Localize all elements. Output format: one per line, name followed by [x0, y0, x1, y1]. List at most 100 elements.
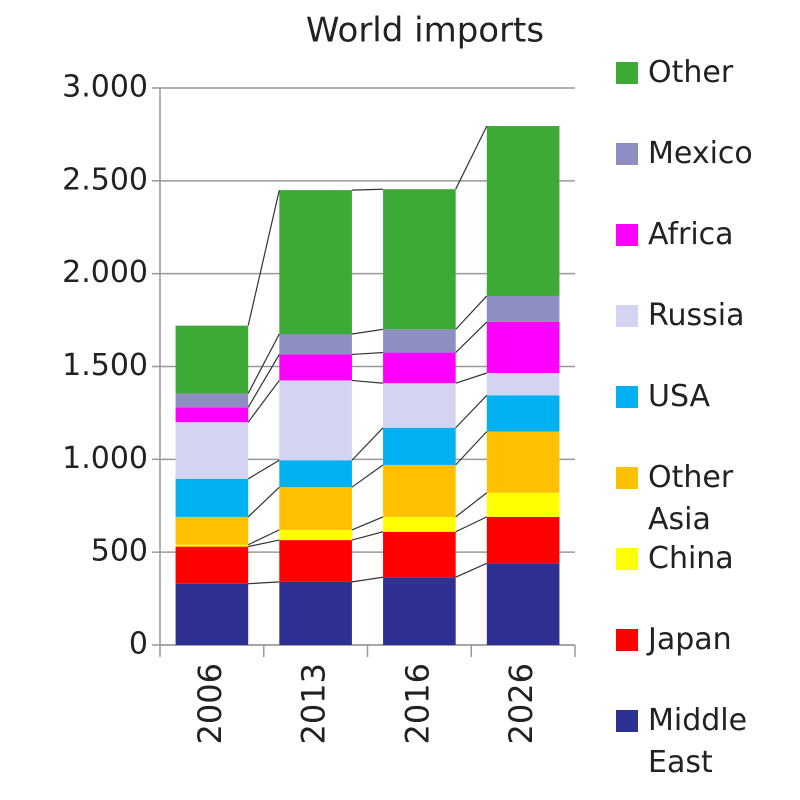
connector-line [247, 189, 280, 326]
bar-segment [279, 581, 352, 645]
legend-swatch [616, 386, 638, 408]
bar-segment [383, 577, 456, 645]
bar-segment [486, 563, 560, 645]
connector-line [351, 351, 384, 356]
connector-line [247, 333, 280, 394]
bar-segment [175, 546, 249, 584]
bar-segment [486, 395, 560, 432]
bar-segment [175, 544, 249, 547]
legend-label: Japan [648, 622, 732, 657]
legend-swatch [616, 224, 638, 246]
bar-segment [279, 540, 352, 582]
bar-segment [279, 460, 352, 488]
legend-swatch [616, 629, 638, 651]
bar-segment [279, 380, 352, 461]
legend-label: Middle East [648, 703, 748, 780]
legend-item: Mexico [616, 133, 798, 175]
connector-line [351, 464, 384, 488]
legend-item: Middle East [616, 700, 798, 784]
connector-line [455, 431, 488, 466]
legend-item: China [616, 538, 798, 580]
connector-line [351, 531, 384, 541]
connector-line [455, 562, 488, 578]
legend-item: USA [616, 376, 798, 418]
bar-segment [383, 427, 456, 465]
legend-label: China [648, 541, 734, 576]
connector-line [248, 581, 280, 585]
legend-label: Other Asia [648, 460, 734, 537]
legend-label: USA [648, 379, 711, 414]
chart-title: World imports [306, 11, 544, 51]
legend-label: Russia [648, 298, 745, 333]
y-tick-label: 2.000 [62, 255, 148, 290]
connector-line [351, 379, 384, 384]
bar-segment [175, 393, 249, 408]
bar-segment [383, 531, 456, 578]
bar-segment [486, 295, 560, 322]
y-tick-label: 500 [91, 534, 148, 569]
bar-segment [175, 325, 249, 394]
connector-line [351, 516, 384, 531]
connector-line [247, 459, 280, 480]
bar-segment [486, 321, 560, 373]
legend-swatch [616, 305, 638, 327]
legend-label: Other [648, 55, 734, 90]
bar-segment [486, 492, 560, 517]
bar-segment [279, 529, 352, 541]
connector-line [455, 492, 488, 518]
bar-segment [175, 516, 249, 545]
connector-line [247, 486, 280, 518]
connector-line [351, 328, 384, 335]
y-tick-label: 1.000 [62, 441, 148, 476]
bar-segment [383, 352, 456, 384]
connector-line [455, 372, 487, 384]
legend-swatch [616, 467, 638, 489]
connector-line [455, 516, 488, 533]
legend-item: Russia [616, 295, 798, 337]
bar-segment [279, 334, 352, 355]
connector-line [247, 354, 280, 408]
legend-item: Other [616, 52, 798, 94]
legend-swatch [616, 62, 638, 84]
connector-line [455, 125, 488, 190]
legend-item: Other Asia [616, 457, 798, 541]
connector-line [247, 380, 280, 423]
x-tick-label: 2016 [398, 663, 436, 744]
connector-line [455, 321, 488, 354]
connector-line [247, 529, 280, 546]
bar-segment [383, 329, 456, 353]
bar-segment [486, 126, 560, 296]
connector-line [351, 576, 384, 583]
legend-label: Mexico [648, 136, 753, 171]
bar-segment [279, 190, 352, 335]
legend-swatch [616, 548, 638, 570]
connector-line [455, 394, 488, 429]
bar-segment [279, 487, 352, 530]
y-tick-label: 2.500 [62, 162, 148, 197]
connector-line [351, 427, 384, 461]
connector-line [351, 188, 384, 191]
bar-segment [175, 422, 249, 479]
legend-label: Africa [648, 217, 734, 252]
connector-line [455, 295, 488, 330]
y-tick-label: 1.500 [62, 348, 148, 383]
legend-item: Africa [616, 214, 798, 256]
bar-segment [486, 372, 560, 396]
bar-segment [175, 407, 249, 423]
x-tick-label: 2006 [191, 663, 229, 744]
connector-line [248, 539, 280, 548]
bar-segment [279, 354, 352, 381]
bar-segment [486, 431, 560, 493]
x-tick-label: 2026 [502, 663, 540, 744]
bar-segment [175, 478, 249, 517]
bar-segment [383, 189, 456, 330]
legend-item: Japan [616, 619, 798, 661]
bar-segment [486, 516, 560, 564]
y-tick-label: 3.000 [62, 70, 148, 105]
legend-swatch [616, 710, 638, 732]
x-tick-label: 2013 [295, 663, 333, 744]
legend-swatch [616, 143, 638, 165]
bar-segment [383, 464, 456, 517]
